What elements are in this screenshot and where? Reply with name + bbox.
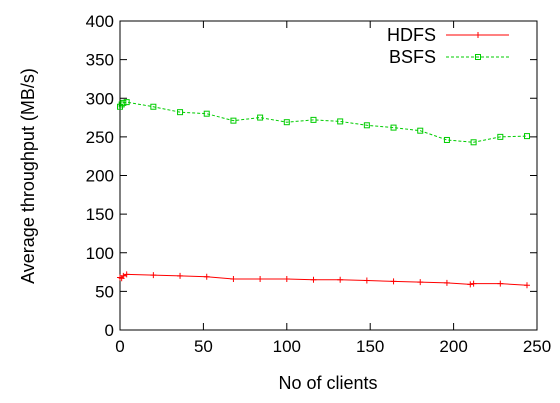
y-tick-label: 50 xyxy=(95,282,114,301)
axis-ticks: 0 50 100 150 200 250 300 350 400 0 50 100 150 200 250 xyxy=(86,12,552,356)
x-axis-label: No of clients xyxy=(278,373,377,393)
data-point-hdfs xyxy=(150,272,157,279)
data-point-hdfs xyxy=(230,276,237,283)
series-line-bsfs xyxy=(119,101,528,143)
data-point-bsfs xyxy=(390,124,397,131)
data-point-hdfs xyxy=(363,277,370,284)
data-point-bsfs xyxy=(417,127,424,134)
y-tick-label: 100 xyxy=(86,244,114,263)
data-point-hdfs xyxy=(177,272,184,279)
data-point-hdfs xyxy=(283,276,290,283)
data-point-hdfs xyxy=(443,279,450,286)
x-tick-label: 150 xyxy=(356,337,384,356)
x-tick-label: 100 xyxy=(273,337,301,356)
data-point-bsfs xyxy=(150,103,157,110)
data-point-bsfs xyxy=(120,99,127,106)
data-point-bsfs xyxy=(230,117,237,124)
data-point-hdfs xyxy=(120,272,127,279)
x-tick-label: 200 xyxy=(439,337,467,356)
data-point-hdfs xyxy=(123,271,130,278)
y-axis-label: Average throughput (MB/s) xyxy=(18,68,38,284)
data-point-bsfs xyxy=(363,122,370,129)
data-point-bsfs xyxy=(523,133,530,140)
data-point-hdfs xyxy=(310,276,317,283)
y-tick-label: 150 xyxy=(86,205,114,224)
data-point-bsfs xyxy=(443,136,450,143)
data-point-hdfs xyxy=(497,280,504,287)
data-point-hdfs xyxy=(470,280,477,287)
y-tick-label: 400 xyxy=(86,12,114,31)
legend-marker-hdfs xyxy=(475,32,481,38)
data-point-bsfs xyxy=(310,116,317,123)
data-point-hdfs xyxy=(523,282,530,289)
x-tick-label: 50 xyxy=(194,337,213,356)
y-tick-label: 200 xyxy=(86,167,114,186)
y-tick-label: 0 xyxy=(105,321,114,340)
data-point-hdfs xyxy=(337,276,344,283)
series-bsfs xyxy=(117,99,530,146)
data-point-bsfs xyxy=(337,118,344,125)
data-point-bsfs xyxy=(257,114,264,121)
data-point-hdfs xyxy=(417,279,424,286)
data-point-bsfs xyxy=(177,109,184,116)
y-tick-label: 250 xyxy=(86,128,114,147)
data-point-bsfs xyxy=(283,119,290,126)
legend-marker-bsfs xyxy=(475,54,481,60)
data-point-hdfs xyxy=(390,278,397,285)
data-point-bsfs xyxy=(497,133,504,140)
data-point-bsfs xyxy=(203,110,210,117)
data-point-hdfs xyxy=(257,276,264,283)
series-line-hdfs xyxy=(119,273,528,286)
series-hdfs xyxy=(117,271,530,289)
legend: HDFS BSFS xyxy=(387,25,509,67)
data-point-hdfs xyxy=(203,273,210,280)
legend-label-bsfs: BSFS xyxy=(389,47,436,67)
legend-label-hdfs: HDFS xyxy=(387,25,436,45)
data-point-bsfs xyxy=(470,139,477,146)
data-point-bsfs xyxy=(123,99,130,106)
y-tick-label: 350 xyxy=(86,51,114,70)
x-tick-label: 250 xyxy=(523,337,551,356)
series-layer xyxy=(117,99,530,289)
data-point-hdfs xyxy=(467,281,474,288)
y-tick-label: 300 xyxy=(86,89,114,108)
x-tick-label: 0 xyxy=(115,337,124,356)
